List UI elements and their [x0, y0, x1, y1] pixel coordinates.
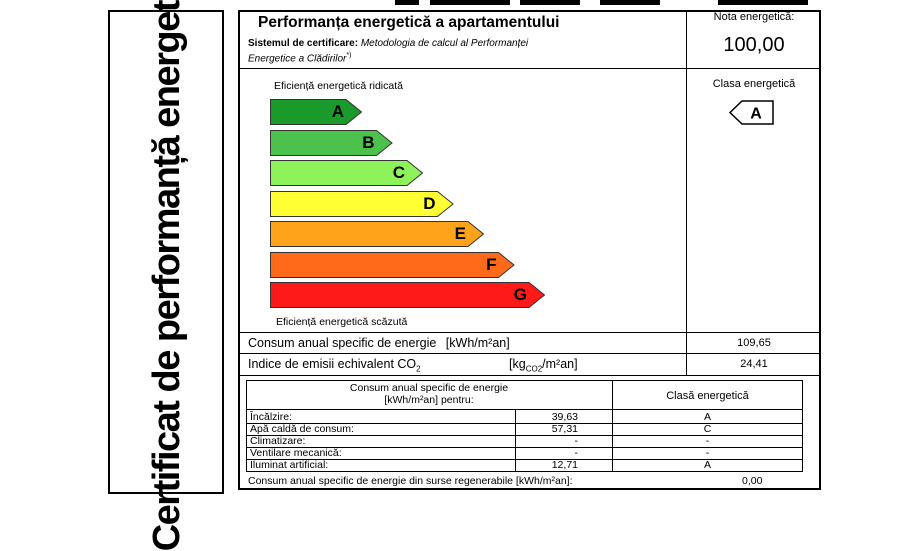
table-row-class: A — [703, 459, 711, 471]
table-row-class: C — [703, 423, 712, 435]
scale-top-label: Eficiență energetică ridicată — [274, 80, 403, 92]
table-row-value: 57,31 — [551, 423, 578, 435]
emissions-value: 24,41 — [740, 358, 768, 370]
consumption-label-text: Consum anual specific de energie — [248, 336, 437, 350]
energy-class-bar-f: F — [270, 251, 515, 278]
table-header-left-line2: [kWh/m²an] pentru: — [384, 394, 474, 406]
column-divider — [686, 10, 687, 376]
energy-class-bar-b: B — [270, 129, 393, 156]
system-footnote: *) — [346, 52, 352, 59]
top-edge-bar — [520, 0, 580, 5]
energy-class-bar-c: C — [270, 160, 423, 186]
table-row-value: 12,71 — [551, 459, 578, 471]
table-header-left: Consum anual specific de energie [kWh/m²… — [246, 382, 612, 406]
energy-class-label: Clasa energetică — [712, 78, 796, 90]
energy-class-bar-e: E — [270, 221, 484, 247]
top-edge-bar — [600, 0, 660, 5]
row-divider — [240, 68, 820, 69]
energy-class-bar-d: D — [270, 190, 454, 217]
page-title: Performanța energetică a apartamentului — [258, 14, 560, 31]
table-row-value: - — [574, 435, 579, 447]
table-row-divider — [246, 423, 803, 424]
row-divider — [240, 375, 820, 376]
energy-class-letter-e: E — [454, 224, 466, 243]
table-row-name: Încălzire: — [250, 411, 293, 423]
top-edge-bar — [430, 0, 510, 5]
table-header-left-line1: Consum anual specific de energie — [349, 382, 509, 394]
energy-class-indicator: A — [728, 100, 775, 130]
emissions-unit-sub: CO2 — [525, 364, 543, 374]
energy-class-letter-a: A — [331, 102, 344, 121]
system-value-line1: Metodologia de calcul al Performanței — [360, 38, 529, 49]
consumption-value: 109,65 — [737, 337, 771, 349]
emissions-label-sub: 2 — [416, 364, 421, 374]
table-row-divider — [246, 447, 803, 448]
energy-class-bar-a: A — [270, 99, 362, 125]
side-title-frame — [108, 10, 224, 494]
row-divider — [240, 353, 820, 354]
consumption-breakdown-table — [246, 380, 803, 472]
renewable-label: Consum anual specific de energie din sur… — [248, 475, 573, 487]
top-edge-bar — [395, 0, 419, 5]
certification-system: Sistemul de certificare: Metodologia de … — [248, 38, 684, 65]
emissions-unit-post: /m²an] — [542, 357, 578, 371]
energy-class-letter-c: C — [392, 163, 405, 182]
energy-class-letter-g: G — [513, 285, 527, 304]
energy-class-letter-d: D — [423, 193, 436, 213]
table-row-name: Iluminat artificial: — [250, 459, 329, 471]
table-row-divider — [246, 459, 803, 460]
table-divider — [612, 380, 613, 472]
system-label: Sistemul de certificare: — [248, 38, 359, 49]
table-row-class: - — [705, 447, 710, 459]
emissions-label-text: Indice de emisii echivalent CO — [248, 357, 417, 371]
scale-bottom-label: Eficiență energetică scăzută — [276, 316, 408, 328]
consumption-unit: [kWh/m²an] — [445, 336, 510, 350]
top-edge-bar — [718, 0, 808, 5]
table-divider — [515, 409, 516, 472]
energy-class-letter-f: F — [486, 254, 497, 274]
side-title: Certificat de performanță energetică — [145, 0, 188, 551]
table-row-class: A — [703, 411, 711, 423]
system-value-line2: Energetice a Clădirilor — [248, 53, 347, 65]
row-divider — [240, 332, 820, 333]
energy-class-bar-g: G — [270, 282, 545, 308]
renewable-value: 0,00 — [742, 475, 763, 487]
energy-score-label: Nota energetică: — [713, 11, 795, 23]
emissions-label: Indice de emisii echivalent CO2 — [248, 357, 421, 374]
energy-class-letter: A — [750, 106, 762, 123]
certificate-frame — [238, 10, 821, 490]
consumption-label: Consum anual specific de energie [kWh/m²… — [248, 336, 510, 350]
table-row-class: - — [705, 435, 710, 447]
energy-class-letter-b: B — [362, 132, 375, 152]
emissions-unit-pre: [kg — [509, 357, 526, 371]
table-row-name: Ventilare mecanică: — [250, 447, 342, 459]
table-row-value: - — [574, 447, 579, 459]
table-row-name: Climatizare: — [250, 435, 306, 447]
emissions-unit: [kgCO2/m²an] — [509, 357, 578, 374]
table-header-divider — [246, 409, 803, 410]
table-header-right: Clasă energetică — [666, 390, 749, 402]
energy-score-value: 100,00 — [723, 34, 785, 56]
table-row-value: 39,63 — [551, 411, 578, 423]
table-row-divider — [246, 435, 803, 436]
table-row-name: Apă caldă de consum: — [250, 423, 354, 435]
